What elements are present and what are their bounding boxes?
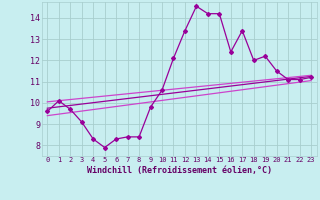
X-axis label: Windchill (Refroidissement éolien,°C): Windchill (Refroidissement éolien,°C) — [87, 166, 272, 175]
